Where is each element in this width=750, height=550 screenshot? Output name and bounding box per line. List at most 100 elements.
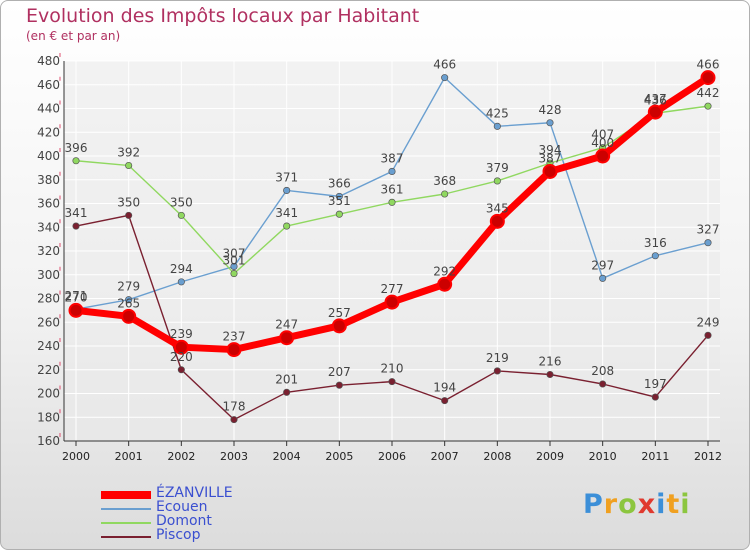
y-tick-label: 280 xyxy=(37,292,60,306)
legend-swatch-domont xyxy=(101,522,151,524)
data-label-domont: 351 xyxy=(328,194,351,208)
data-label-domont: 350 xyxy=(170,195,193,209)
data-point-ecouen xyxy=(335,192,343,200)
y-tick-label: 480 xyxy=(37,54,60,68)
data-point-zanville xyxy=(331,318,347,334)
data-point-domont xyxy=(704,102,712,110)
data-label-zanville: 247 xyxy=(275,318,298,332)
data-point-domont xyxy=(125,161,133,170)
data-point-domont xyxy=(177,211,185,219)
data-label-piscop: 341 xyxy=(65,206,88,220)
data-label-ecouen: 387 xyxy=(381,151,404,165)
data-label-zanville: 400 xyxy=(591,136,614,150)
data-point-domont xyxy=(72,157,80,165)
data-label-domont: 368 xyxy=(433,174,456,188)
data-point-piscop xyxy=(704,331,712,339)
data-label-piscop: 350 xyxy=(117,195,140,209)
data-label-piscop: 194 xyxy=(433,381,456,395)
proxiti-logo: Proxiti xyxy=(583,489,691,520)
data-point-zanville xyxy=(68,302,84,318)
chart-subtitle: (en € et par an) xyxy=(26,29,121,43)
legend-label-ecouen: Ecouen xyxy=(156,499,208,515)
data-point-zanville xyxy=(595,148,611,164)
data-label-piscop: 178 xyxy=(223,400,246,414)
data-label-domont: 341 xyxy=(275,206,298,220)
data-label-zanville: 387 xyxy=(539,151,562,165)
chart-title: Evolution des Impôts locaux par Habitant xyxy=(26,5,420,27)
data-label-ecouen: 316 xyxy=(644,236,667,250)
data-point-zanville xyxy=(173,339,189,355)
data-point-piscop xyxy=(493,367,501,375)
data-label-ecouen: 271 xyxy=(65,289,88,303)
data-point-piscop xyxy=(283,388,291,396)
data-label-domont: 442 xyxy=(697,86,720,100)
y-tick-label: 440 xyxy=(37,102,60,116)
data-point-piscop xyxy=(125,211,133,219)
x-tick-label: 2007 xyxy=(431,450,459,463)
x-tick-label: 2005 xyxy=(325,450,353,463)
data-label-zanville: 345 xyxy=(486,201,509,215)
data-point-ecouen xyxy=(546,119,554,127)
data-label-zanville: 239 xyxy=(170,327,193,341)
data-label-piscop: 197 xyxy=(644,377,667,391)
data-point-ecouen xyxy=(283,186,291,194)
legend-label-ezanville: ÉZANVILLE xyxy=(156,485,233,501)
y-tick-label: 300 xyxy=(37,268,60,282)
y-tick-label: 220 xyxy=(37,363,60,377)
y-tick-label: 420 xyxy=(37,125,60,139)
x-tick-label: 2008 xyxy=(483,450,511,463)
data-point-ecouen xyxy=(599,274,607,282)
data-point-piscop xyxy=(599,380,607,388)
data-label-ecouen: 425 xyxy=(486,106,509,120)
data-point-domont xyxy=(335,210,343,218)
x-tick-label: 2001 xyxy=(115,450,143,463)
data-label-domont: 396 xyxy=(65,141,88,155)
data-label-piscop: 201 xyxy=(275,372,298,386)
data-label-piscop: 210 xyxy=(381,362,404,376)
legend-swatch-ecouen xyxy=(101,508,151,510)
data-label-piscop: 249 xyxy=(697,315,720,329)
data-point-ecouen xyxy=(125,296,133,304)
data-point-domont xyxy=(441,190,449,198)
data-point-ecouen xyxy=(651,252,659,260)
data-point-piscop xyxy=(441,397,449,405)
data-label-domont: 379 xyxy=(486,161,509,175)
x-tick-label: 2010 xyxy=(589,450,617,463)
data-point-domont xyxy=(230,270,238,278)
data-point-zanville xyxy=(121,308,137,324)
data-label-zanville: 237 xyxy=(223,330,246,344)
data-point-zanville xyxy=(384,294,400,310)
y-tick-label: 200 xyxy=(37,387,60,401)
x-tick-label: 2011 xyxy=(641,450,669,463)
y-tick-label: 240 xyxy=(37,339,60,353)
x-tick-label: 2004 xyxy=(273,450,301,463)
x-tick-label: 2000 xyxy=(62,450,90,463)
data-point-piscop xyxy=(72,222,80,230)
data-label-domont: 301 xyxy=(223,254,246,268)
legend-label-piscop: Piscop xyxy=(156,527,201,543)
data-point-zanville xyxy=(542,163,558,179)
data-label-zanville: 270 xyxy=(65,290,88,304)
y-tick-label: 160 xyxy=(37,434,60,448)
y-tick-label: 460 xyxy=(37,78,60,92)
data-point-ecouen xyxy=(493,122,501,130)
y-tick-label: 260 xyxy=(37,315,60,329)
data-label-piscop: 208 xyxy=(591,364,614,378)
x-tick-label: 2003 xyxy=(220,450,248,463)
data-label-ecouen: 327 xyxy=(697,223,720,237)
data-label-ecouen: 297 xyxy=(591,258,614,272)
data-label-zanville: 437 xyxy=(644,92,667,106)
data-point-domont xyxy=(388,198,396,206)
y-tick-label: 320 xyxy=(37,244,60,258)
data-label-ecouen: 279 xyxy=(117,280,140,294)
data-point-piscop xyxy=(546,370,554,379)
data-label-piscop: 220 xyxy=(170,350,193,364)
data-label-zanville: 466 xyxy=(697,58,720,72)
data-label-domont: 436 xyxy=(644,93,667,107)
data-point-piscop xyxy=(177,366,185,374)
data-point-ecouen xyxy=(441,74,449,82)
data-point-ecouen xyxy=(177,278,185,286)
data-point-zanville xyxy=(279,330,295,346)
